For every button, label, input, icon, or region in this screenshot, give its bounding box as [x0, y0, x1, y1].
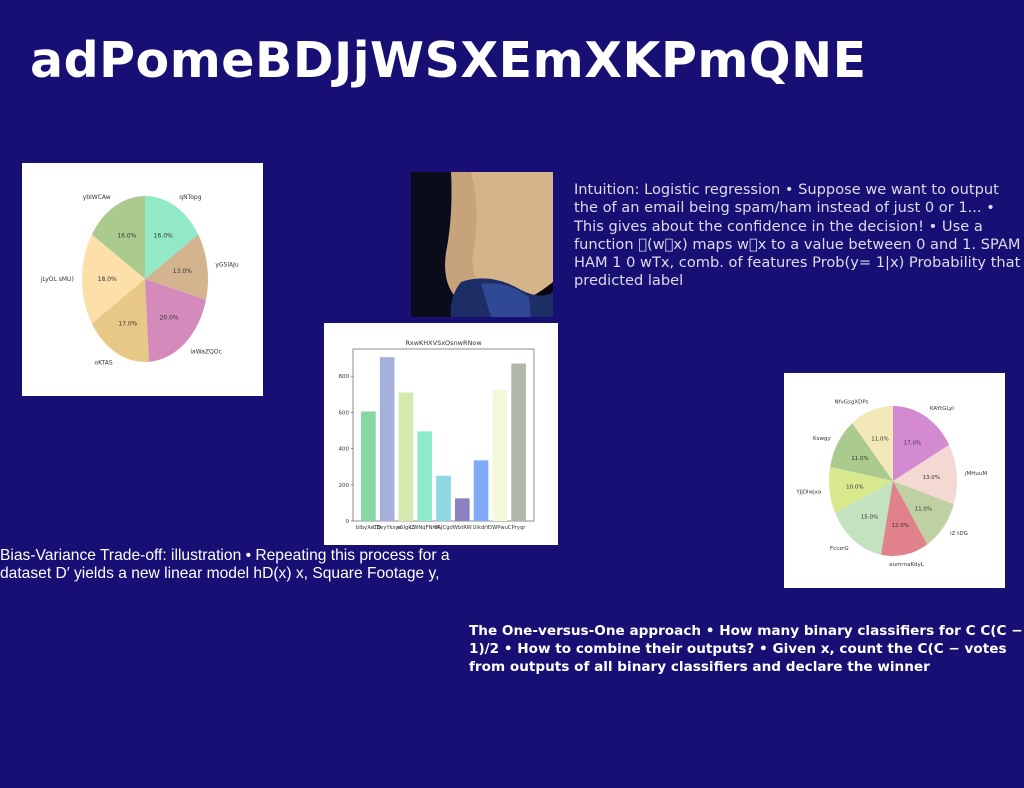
bar	[398, 392, 414, 521]
pie2-slice	[893, 406, 950, 481]
x-tick-label: WbtRW	[453, 525, 472, 531]
pie1-slice	[82, 234, 145, 324]
pie2-slice	[881, 481, 928, 556]
pie2-category-label: NfvGsgXDPs	[834, 399, 868, 405]
x-tick-label: CBeyYksya	[373, 525, 402, 531]
y-tick-label: 200	[339, 483, 350, 489]
x-tick-label: Pryqr	[512, 525, 527, 531]
bias-variance-text: Bias-Variance Trade-off: illustration • …	[0, 547, 450, 582]
pie1-category-label: ybIWCAw	[83, 194, 111, 201]
bar	[417, 431, 433, 521]
bar	[379, 357, 395, 521]
pie2-category-label: YJjDlwjxa	[795, 490, 821, 496]
pie2-category-label: KAYtGLyI	[930, 406, 954, 412]
y-tick-label: 400	[339, 447, 350, 453]
pie1-slice	[145, 279, 207, 362]
pie1-percent-label: 16.0%	[154, 232, 173, 239]
pie2-percent-label: 17.0%	[904, 440, 921, 446]
pie1-percent-label: 13.0%	[173, 268, 192, 275]
pie-chart-2: 11.0% NfvGsgXDPs 11.0% Kswgy 10.0% YJjDlwjxa 1…	[784, 373, 1005, 588]
pie1-slice	[145, 196, 199, 279]
pie2-slice	[852, 406, 893, 481]
pie2-category-label: FcczrG	[830, 546, 849, 552]
pie2-slice	[893, 444, 957, 505]
pie1-category-label: jLyOL sMU)	[40, 276, 74, 283]
one-versus-one-text: The One-versus-One approach • How many b…	[469, 623, 1023, 675]
x-tick-label: DWPwuC	[488, 525, 512, 531]
pie1-slice	[145, 234, 209, 300]
bar	[492, 389, 508, 521]
x-tick-label: bIbyXeTQ	[356, 525, 381, 531]
pie1-slice	[91, 196, 145, 279]
bar-chart-svg: RxwKHXVSxOsnwRNow 0 200 400 600 800 bIbyXeTQCB…	[339, 339, 535, 531]
x-tick-label: UlkdrY	[473, 525, 491, 531]
pie1-percent-label: 20.0%	[160, 314, 179, 321]
pie-chart-2-svg: 11.0% NfvGsgXDPs 11.0% Kswgy 10.0% YJjDlwjxa 1…	[795, 399, 987, 568]
pie2-slice	[829, 466, 893, 513]
pie2-slice	[835, 481, 893, 555]
y-tick-label: 0	[346, 519, 350, 525]
bar-chart-title: RxwKHXVSxOsnwRNow	[405, 339, 482, 347]
pie-chart-1: 16.0% ybIWCAw 18.0% jLyOL sMU) 17.0% oKTAS 20.…	[22, 163, 263, 396]
y-tick-label: 600	[339, 410, 350, 416]
x-tick-label: dAJCgd	[434, 525, 453, 531]
pie1-category-label: yGSlAJu	[215, 261, 239, 268]
bar	[361, 411, 376, 521]
photo-image	[411, 172, 553, 317]
pie2-percent-label: 12.0%	[891, 523, 908, 529]
pie2-percent-label: 13.0%	[922, 475, 939, 481]
bar	[454, 498, 470, 521]
pie1-percent-label: 17.0%	[118, 320, 137, 327]
pie2-percent-label: 15.0%	[861, 515, 878, 521]
pie1-category-label: iaWaZQOc	[190, 348, 221, 355]
slide-title: adPomeBDJjWSXEmXKPmQNE	[30, 32, 867, 89]
y-tick-label: 800	[339, 374, 350, 380]
pie2-percent-label: 11.0%	[915, 507, 932, 513]
photo-illustration	[411, 172, 553, 317]
pie2-slice	[830, 423, 893, 481]
pie2-slice	[893, 481, 954, 545]
pie1-category-label: qNTopg	[179, 194, 201, 201]
pie1-category-label: oKTAS	[94, 360, 112, 367]
pie2-percent-label: 11.0%	[871, 437, 888, 443]
x-tick-label: eSIgkZ	[397, 525, 415, 531]
bar	[511, 363, 526, 521]
pie2-category-label: jMHuuM	[964, 471, 987, 477]
bar-chart: RxwKHXVSxOsnwRNow 0 200 400 600 800 bIbyXeTQ CB…	[324, 323, 558, 545]
pie2-percent-label: 11.0%	[851, 456, 868, 462]
pie2-percent-label: 10.0%	[846, 485, 863, 491]
bar	[473, 460, 489, 521]
bar	[436, 475, 451, 521]
logistic-regression-text: Intuition: Logistic regression • Suppose…	[574, 181, 1021, 290]
pie1-percent-label: 18.0%	[98, 276, 117, 283]
pie1-percent-label: 16.0%	[117, 232, 136, 239]
pie2-category-label: Kswgy	[813, 436, 831, 442]
pie2-category-label: eumrnaKdyL	[889, 562, 925, 568]
x-tick-label: CWNqFNHA	[410, 525, 441, 531]
pie2-category-label: iZ tDG	[950, 531, 968, 537]
pie-chart-1-svg: 16.0% ybIWCAw 18.0% jLyOL sMU) 17.0% oKTAS 20.…	[40, 194, 239, 367]
pie1-slice	[91, 279, 149, 362]
